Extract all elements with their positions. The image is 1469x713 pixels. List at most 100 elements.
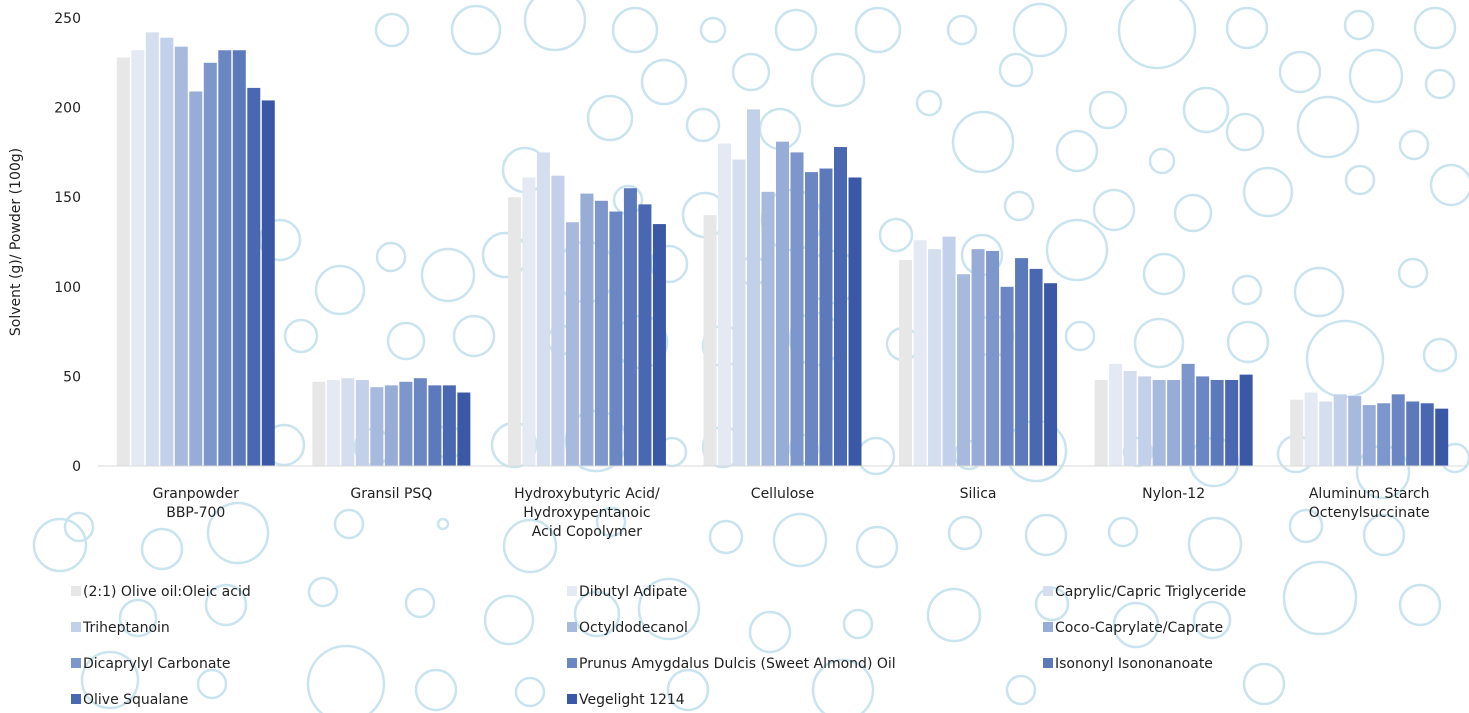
bubble-decoration: [637, 577, 701, 641]
bubble-decoration: [314, 264, 366, 316]
bubble-decoration: [420, 247, 476, 303]
bubble-decoration: [1045, 218, 1109, 282]
bubble-decoration: [80, 650, 140, 710]
bar: [174, 46, 188, 467]
bar: [805, 172, 818, 466]
legend-swatch: [71, 694, 81, 704]
y-tick-label: 100: [54, 280, 81, 296]
bar: [1029, 268, 1043, 466]
bar: [848, 177, 862, 466]
legend-swatch: [567, 586, 577, 596]
bar: [1044, 283, 1058, 466]
bar: [1391, 394, 1405, 466]
bar: [355, 379, 369, 466]
bubble-decoration: [1024, 513, 1068, 557]
bubble-decoration: [1117, 0, 1197, 70]
bubble-decoration: [611, 6, 659, 54]
bubble-decoration: [1429, 163, 1469, 207]
bar: [638, 204, 652, 467]
legend-label: Dibutyl Adipate: [579, 584, 687, 600]
bubble-decoration: [1343, 9, 1375, 41]
bubble-decoration: [926, 587, 982, 643]
bubble-decoration: [404, 587, 436, 619]
bar: [1333, 394, 1347, 466]
bubble-decoration: [1088, 90, 1128, 130]
bubble-decoration: [1231, 274, 1263, 306]
bubble-decoration: [1187, 516, 1243, 572]
bubble-decoration: [375, 241, 407, 273]
background-bubble-pattern: [32, 0, 1469, 713]
bar: [1181, 363, 1195, 466]
x-category-label: Hydroxypentanoic: [523, 505, 650, 521]
bubble-decoration: [1226, 320, 1270, 364]
legend-label: Isononyl Isononanoate: [1055, 656, 1213, 672]
bar: [942, 236, 956, 466]
bubble-decoration: [573, 590, 621, 638]
bubble-decoration: [1398, 129, 1430, 161]
legend-swatch: [1043, 586, 1053, 596]
y-tick-label: 150: [54, 190, 81, 206]
bubble-decoration: [854, 6, 902, 54]
legend-swatch: [1043, 622, 1053, 632]
bar: [819, 168, 833, 466]
bar: [1304, 392, 1318, 466]
bar: [1290, 399, 1304, 466]
bubble-decoration: [32, 517, 88, 573]
y-tick-label: 50: [63, 369, 81, 385]
legend-swatch: [567, 694, 577, 704]
bar: [1123, 371, 1137, 466]
bubble-decoration: [946, 14, 978, 46]
bubble-decoration: [699, 16, 727, 44]
bubble-decoration: [1305, 319, 1385, 399]
bubble-decoration: [878, 217, 914, 253]
bubble-decoration: [947, 515, 983, 551]
bubble-decoration: [855, 525, 899, 569]
bubble-decoration: [333, 508, 365, 540]
bar: [1319, 401, 1333, 466]
bubble-decoration: [1242, 166, 1294, 218]
bar: [986, 250, 1000, 466]
bar: [326, 379, 340, 466]
legend: (2:1) Olive oil:Oleic acid Dibutyl Adipat…: [71, 584, 1246, 708]
bar: [971, 249, 985, 466]
bubble-decoration: [685, 107, 721, 143]
bar: [261, 100, 275, 466]
bubble-decoration: [856, 436, 896, 476]
bubble-decoration: [595, 506, 627, 538]
bar: [899, 259, 913, 466]
bar: [594, 200, 608, 466]
bar: [428, 385, 442, 466]
bubble-decoration: [1344, 164, 1376, 196]
bar: [551, 175, 565, 467]
bar: [457, 392, 471, 466]
legend-label: Dicaprylyl Carbonate: [83, 656, 231, 672]
bar: [160, 37, 174, 466]
bar: [1239, 374, 1253, 466]
bubble-decoration: [414, 668, 458, 712]
bubble-decoration: [586, 94, 634, 142]
bubble-decoration: [523, 0, 587, 52]
bubble-decoration: [118, 598, 158, 638]
legend-swatch: [71, 658, 81, 668]
bubble-decoration: [502, 518, 558, 574]
bar: [1377, 403, 1391, 466]
bar: [957, 274, 971, 466]
bubble-decoration: [951, 110, 1015, 174]
x-axis-category-labels: Granpowder BBP-700 Gransil PSQ Hydroxybutyr…: [153, 486, 1430, 540]
bar: [384, 385, 398, 466]
bubble-decoration: [450, 4, 502, 56]
bubble-decoration: [196, 668, 228, 700]
bubble-decoration: [1064, 320, 1096, 352]
bar: [1225, 379, 1239, 466]
bubble-decoration: [666, 668, 710, 712]
legend-label: Prunus Amygdalus Dulcis (Sweet Almond) O…: [579, 656, 896, 672]
bubble-decoration: [514, 676, 546, 708]
bar: [732, 159, 746, 466]
bubble-decoration: [772, 512, 828, 568]
bar: [247, 87, 261, 466]
bar: [761, 191, 775, 466]
bubble-decoration: [1192, 600, 1232, 640]
bar: [718, 143, 731, 466]
bar: [1348, 396, 1362, 466]
x-category-label: Gransil PSQ: [350, 486, 432, 502]
